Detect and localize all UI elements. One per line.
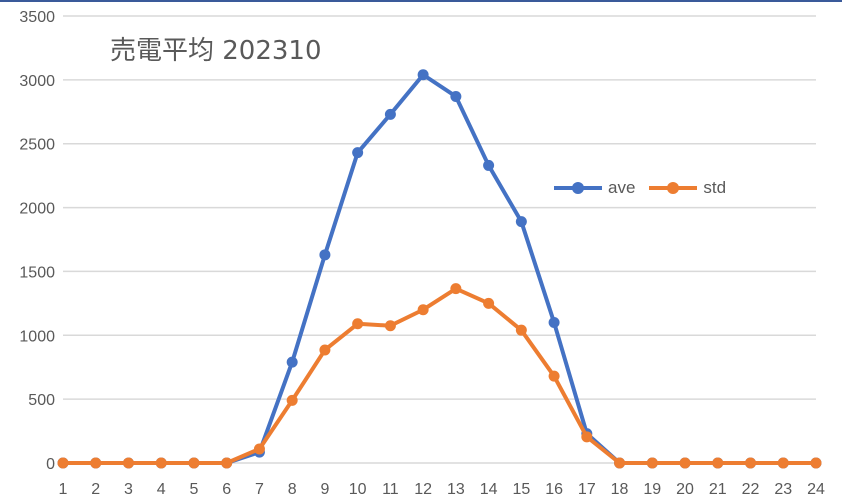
x-tick-label: 8: [288, 481, 297, 498]
x-tick-label: 16: [545, 481, 563, 498]
y-tick-label: 2500: [19, 137, 55, 154]
data-point-std: [319, 344, 331, 356]
legend-marker-ave: [554, 182, 602, 194]
data-point-ave: [417, 69, 429, 81]
legend-label-ave: ave: [608, 178, 636, 197]
data-point-std: [515, 324, 527, 336]
chart-legend: ave std: [554, 178, 726, 198]
data-point-std: [646, 457, 658, 469]
data-point-std: [548, 370, 560, 382]
data-point-ave: [450, 90, 462, 102]
data-point-ave: [286, 356, 298, 368]
x-tick-label: 14: [480, 481, 498, 498]
y-tick-label: 0: [46, 456, 55, 473]
data-point-std: [417, 304, 429, 316]
data-point-std: [810, 457, 822, 469]
data-point-std: [253, 443, 265, 455]
y-tick-label: 500: [28, 392, 55, 409]
data-point-std: [90, 457, 102, 469]
data-point-ave: [319, 249, 331, 261]
x-tick-label: 21: [709, 481, 727, 498]
x-tick-label: 19: [643, 481, 661, 498]
x-tick-label: 6: [222, 481, 231, 498]
x-tick-label: 11: [382, 481, 399, 498]
x-tick-label: 12: [414, 481, 432, 498]
x-tick-label: 15: [512, 481, 530, 498]
series-line-ave: [63, 72, 816, 465]
data-point-ave: [384, 108, 396, 120]
x-tick-label: 3: [124, 481, 133, 498]
x-tick-label: 24: [807, 481, 825, 498]
x-tick-label: 4: [157, 481, 166, 498]
data-point-std: [679, 457, 691, 469]
x-tick-label: 7: [255, 481, 264, 498]
data-point-ave: [515, 216, 527, 228]
x-tick-label: 13: [447, 481, 465, 498]
data-point-std: [352, 318, 364, 330]
data-point-ave: [483, 159, 495, 171]
y-tick-label: 2000: [19, 201, 55, 218]
series-line-std: [63, 286, 816, 465]
x-tick-label: 18: [611, 481, 629, 498]
legend-item-ave: ave: [554, 178, 635, 198]
x-tick-label: 17: [578, 481, 596, 498]
data-point-ave: [548, 317, 560, 329]
data-point-std: [712, 457, 724, 469]
legend-marker-std: [649, 182, 698, 194]
y-tick-label: 3000: [19, 73, 55, 90]
data-point-std: [384, 320, 396, 332]
x-tick-label: 1: [59, 481, 68, 498]
y-tick-label: 1000: [19, 328, 55, 345]
y-tick-label: 3500: [19, 9, 55, 26]
data-point-std: [745, 457, 757, 469]
data-point-std: [155, 457, 167, 469]
x-tick-label: 9: [320, 481, 329, 498]
x-tick-label: 10: [349, 481, 367, 498]
data-point-std: [614, 457, 626, 469]
data-point-std: [450, 283, 462, 295]
data-point-std: [221, 457, 233, 469]
x-tick-label: 23: [774, 481, 792, 498]
window-top-border: [0, 0, 842, 2]
x-tick-label: 20: [676, 481, 694, 498]
x-tick-label: 22: [742, 481, 760, 498]
chart-title: 売電平均 202310: [110, 36, 322, 66]
data-point-std: [122, 457, 134, 469]
y-tick-label: 1500: [19, 264, 55, 281]
data-point-std: [483, 297, 495, 309]
data-point-std: [188, 457, 200, 469]
data-point-std: [57, 457, 69, 469]
x-tick-label: 2: [91, 481, 100, 498]
x-tick-label: 5: [190, 481, 199, 498]
legend-label-std: std: [703, 178, 727, 197]
legend-item-std: std: [649, 178, 726, 198]
data-point-std: [581, 431, 593, 443]
data-point-std: [286, 394, 298, 406]
data-point-std: [777, 457, 789, 469]
data-point-ave: [352, 147, 364, 159]
